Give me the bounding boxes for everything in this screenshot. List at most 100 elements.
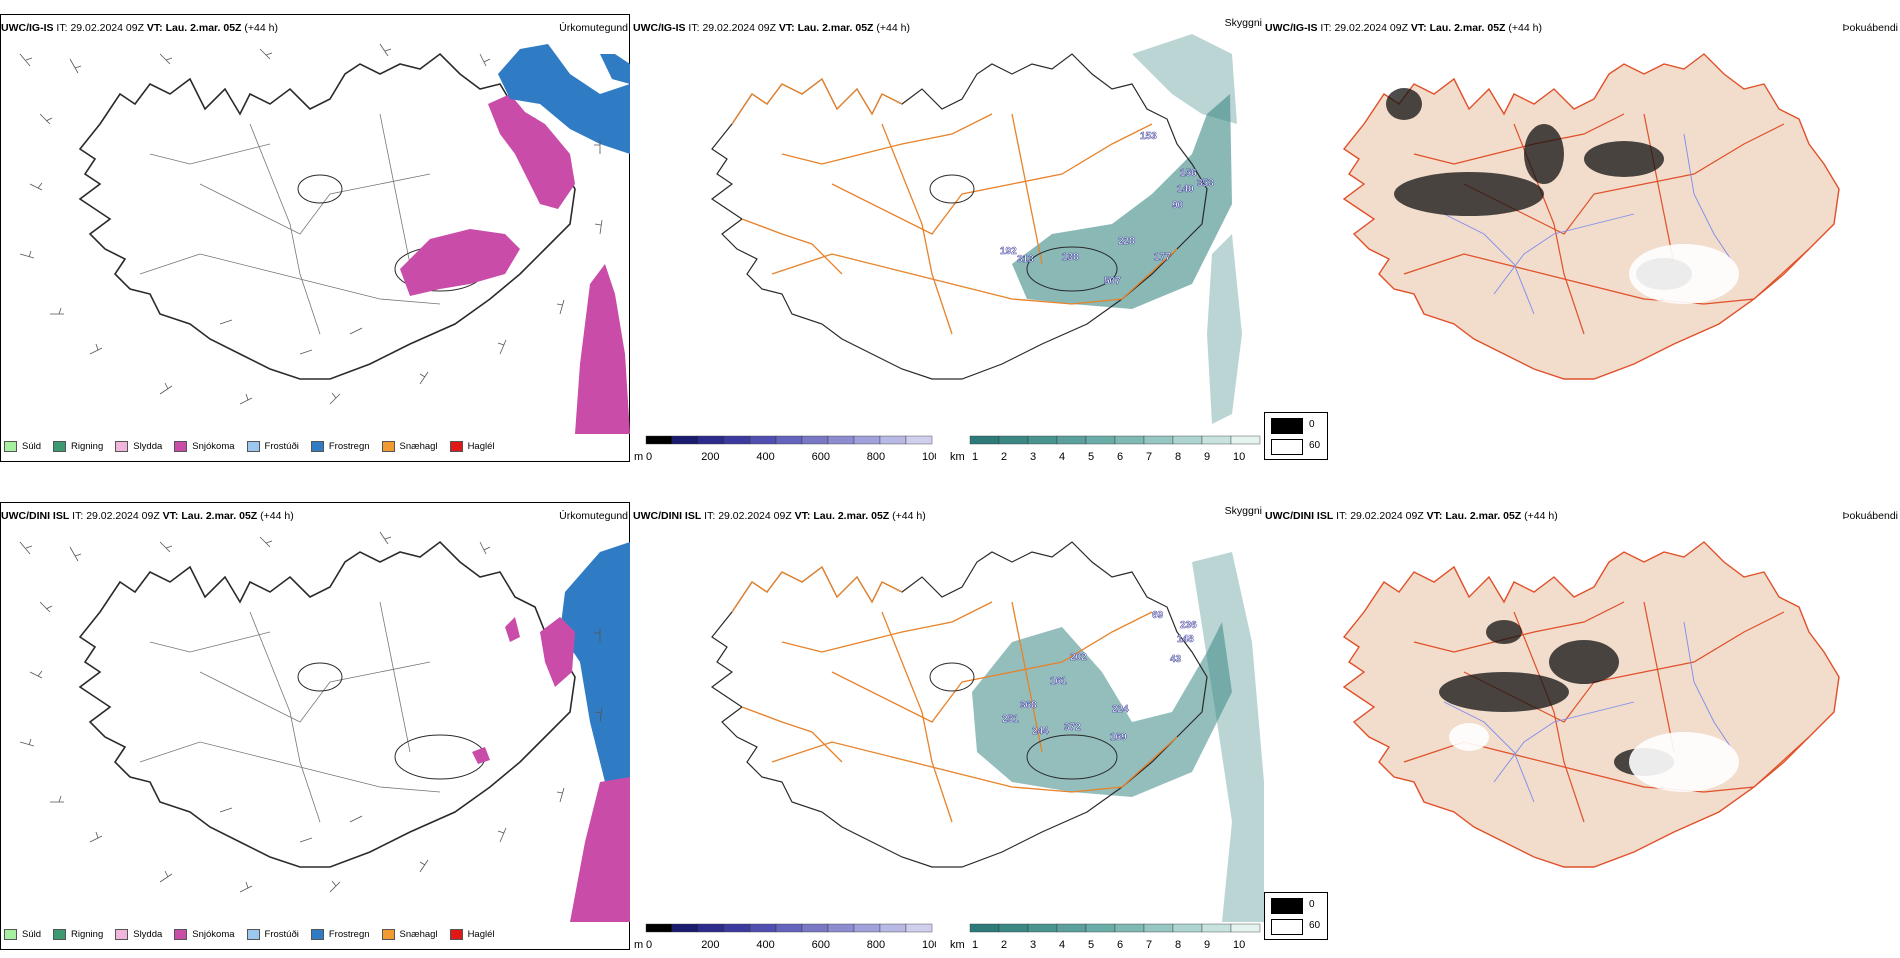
lead-time: (+44 h): [260, 510, 294, 522]
elevation-colorbar-segment: [879, 923, 907, 933]
precip-legend-swatch: [4, 928, 17, 940]
precip-type-panel: UWC/IG-IS IT: 29.02.2024 09Z VT: Lau. 2.…: [0, 0, 632, 470]
panel-header: UWC/IG-IS IT: 29.02.2024 09Z VT: Lau. 2.…: [633, 22, 910, 34]
precip-legend-item: Frostregn: [310, 440, 370, 452]
vt-value: Lau. 2.mar. 05Z: [165, 22, 242, 34]
vt-label: VT:: [778, 22, 795, 34]
visibility-value: 90: [1172, 200, 1184, 211]
it-label: IT:: [72, 510, 84, 522]
precip-legend-swatch: [174, 440, 188, 452]
visibility-value: 156: [1180, 168, 1197, 179]
precip-legend-item: Rigning: [53, 440, 103, 452]
elevation-colorbar-segment: [645, 923, 673, 933]
precip-title: Úrkomutegund: [559, 510, 628, 522]
elevation-tick-label: 1000: [922, 939, 936, 951]
visibility-colorbar-segment: [1114, 923, 1145, 933]
fog-legend-label: 60: [1309, 440, 1321, 451]
precip-overlay-snow: [472, 617, 630, 922]
precip-legend-label: Frostregn: [328, 440, 370, 452]
precip-legend-label: Slydda: [133, 928, 163, 940]
precip-legend-swatch: [115, 440, 129, 452]
elevation-colorbar-segment: [827, 923, 855, 933]
visibility-colorbar-segment: [1201, 435, 1232, 445]
elevation-colorbar-segment: [801, 435, 829, 445]
elevation-tick-label: 0: [646, 939, 652, 951]
visibility-colorbar-segment: [1230, 435, 1261, 445]
precip-legend-swatch: [53, 440, 67, 452]
model-name: UWC/DINI ISL: [1, 510, 70, 522]
visibility-value: 69: [1152, 610, 1164, 621]
fog-white-patches: [1449, 723, 1739, 792]
visibility-value: 313: [1017, 254, 1034, 265]
elevation-colorbar-graphic: m0 200 400 600 800 1000: [634, 923, 946, 951]
precip-legend-item: Haglél: [449, 928, 495, 940]
visibility-value: 169: [1110, 732, 1127, 743]
elevation-tick-label: 600: [812, 451, 830, 463]
elevation-colorbar: m0 200 400 600 800 1000: [634, 434, 946, 464]
visibility-tick-label: 2: [1001, 939, 1007, 951]
fog-white-patches: [1629, 244, 1739, 304]
visibility-panel: UWC/DINI ISL IT: 29.02.2024 09Z VT: Lau.…: [632, 488, 1264, 958]
precip-legend-label: Rigning: [71, 928, 104, 940]
visibility-colorbar-segment: [1085, 923, 1116, 933]
visibility-value: 153: [1140, 131, 1157, 142]
visibility-title: Skyggni: [1224, 505, 1262, 517]
visibility-value: 507: [1104, 276, 1121, 287]
visibility-tick-label: 6: [1117, 939, 1123, 951]
precip-legend-label: Snæhagl: [399, 440, 438, 452]
elevation-tick-label: 1000: [922, 451, 936, 463]
precip-legend-label: Frostúði: [264, 928, 299, 940]
visibility-tick-label: 6: [1117, 451, 1123, 463]
elevation-colorbar-graphic: m0 200 400 600 800 1000: [634, 435, 946, 463]
visibility-colorbar-segment: [998, 923, 1029, 933]
visibility-colorbar-segment: [969, 435, 1000, 445]
precip-map: [19, 43, 630, 434]
visibility-value: 177: [1154, 252, 1171, 263]
visibility-tick-label: 7: [1146, 939, 1152, 951]
forecast-row-dini: UWC/DINI ISL IT: 29.02.2024 09Z VT: Lau.…: [0, 488, 1900, 958]
elevation-colorbar-segment: [749, 435, 777, 445]
fog-panel: UWC/DINI ISL IT: 29.02.2024 09Z VT: Lau.…: [1264, 488, 1900, 958]
it-label: IT:: [688, 22, 700, 34]
panel-header: UWC/DINI ISL IT: 29.02.2024 09Z VT: Lau.…: [1265, 510, 1558, 522]
visibility-value: 148: [1177, 634, 1194, 645]
visibility-colorbar-segment: [1172, 923, 1203, 933]
precip-legend-label: Haglél: [467, 440, 495, 452]
visibility-tick-label: 7: [1146, 451, 1152, 463]
visibility-colorbar-segment: [1027, 435, 1058, 445]
visibility-tick-label: 8: [1175, 451, 1181, 463]
elevation-tick-label: 800: [867, 939, 885, 951]
visibility-tick-label: 9: [1204, 451, 1210, 463]
precip-legend-item: Frostúði: [246, 928, 299, 940]
precip-overlay-snow: [400, 94, 630, 434]
visibility-value: 236: [1180, 620, 1197, 631]
fog-legend-swatch-0: [1271, 418, 1303, 434]
elevation-colorbar-segment: [879, 435, 907, 445]
fog-legend-label: 60: [1309, 920, 1321, 931]
visibility-colorbar-segment: [998, 435, 1029, 445]
visibility-colorbar-segment: [1230, 923, 1261, 933]
precip-legend-item: Frostregn: [310, 928, 370, 940]
elevation-colorbar-segment: [775, 923, 803, 933]
precip-legend: Súld Rigning Slydda Snjókoma Frostúði Frostre…: [4, 436, 507, 456]
visibility-colorbar-segment: [969, 923, 1000, 933]
panel-header: UWC/IG-IS IT: 29.02.2024 09Z VT: Lau. 2.…: [1, 22, 278, 34]
fog-legend-label: 0: [1309, 419, 1315, 430]
vt-label: VT:: [162, 510, 179, 522]
elevation-colorbar-segment: [671, 923, 699, 933]
precip-legend-label: Snjókoma: [192, 928, 235, 940]
visibility-tick-label: 2: [1001, 451, 1007, 463]
vt-value: Lau. 2.mar. 05Z: [797, 22, 874, 34]
fog-legend: 0 60: [1264, 412, 1328, 460]
precip-legend-item: Snjókoma: [174, 928, 235, 940]
visibility-tick-label: 5: [1088, 939, 1094, 951]
elevation-colorbar-segment: [697, 435, 725, 445]
fog-legend: 0 60: [1264, 892, 1328, 940]
visibility-unit-label: km: [950, 939, 965, 951]
elevation-colorbar-segment: [671, 435, 699, 445]
visibility-tick-label: 1: [972, 939, 978, 951]
elevation-tick-label: 200: [701, 939, 719, 951]
precip-legend-swatch: [246, 440, 260, 452]
visibility-panel: UWC/IG-IS IT: 29.02.2024 09Z VT: Lau. 2.…: [632, 0, 1264, 470]
vis-teal-field: [972, 552, 1264, 922]
